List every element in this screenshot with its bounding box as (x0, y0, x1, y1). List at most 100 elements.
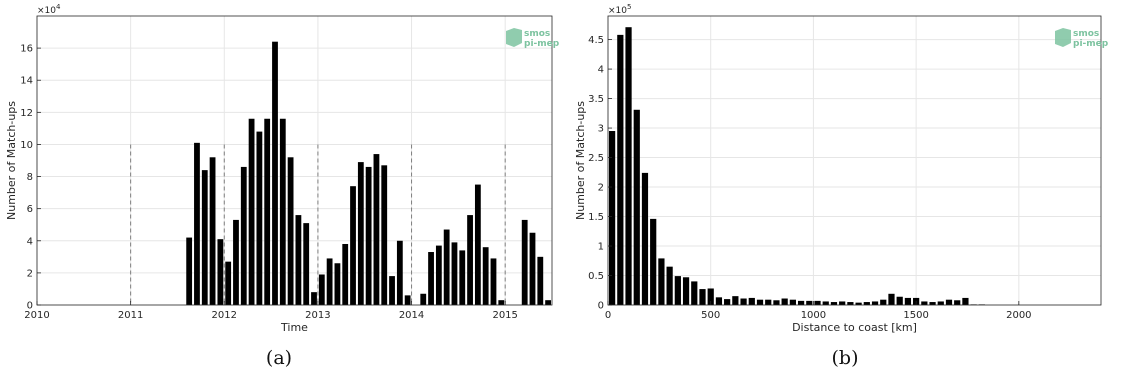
bar (863, 302, 870, 305)
y-tick-label: 1 (598, 242, 604, 253)
bar (765, 299, 772, 305)
bar (256, 131, 263, 305)
bar (806, 300, 813, 305)
bar (194, 142, 200, 305)
y-tick-label: 2 (598, 183, 604, 194)
bar (699, 289, 706, 305)
y-axis-label: Number of Match-ups (574, 101, 587, 220)
bar (707, 288, 714, 305)
bar (482, 247, 489, 305)
bar (682, 277, 690, 305)
bar (287, 157, 294, 305)
bar (201, 170, 208, 305)
bar (373, 154, 380, 305)
bar (962, 297, 969, 305)
bar (303, 223, 310, 305)
bar (888, 293, 895, 305)
bar (529, 232, 536, 305)
x-tick-label: 500 (701, 310, 720, 321)
logo-mark (506, 28, 522, 47)
bar (748, 297, 755, 305)
y-axis-multiplier: ×105 (608, 3, 631, 16)
bar (435, 245, 442, 305)
bar (334, 263, 341, 305)
bar (839, 301, 846, 305)
bar (715, 297, 723, 305)
y-tick-label: 2.5 (588, 153, 604, 164)
bar (945, 299, 953, 305)
y-axis-multiplier-exponent: 4 (56, 3, 61, 11)
y-axis-multiplier-base: ×10 (608, 6, 627, 16)
bar (217, 239, 224, 305)
axes-box (607, 15, 1102, 306)
chart-a-time-histogram: 2010 2011 2012 2013 2014 2015 0 2 4 6 8 10 12 14 16 ×10… (5, 3, 560, 369)
bar (904, 297, 912, 305)
bar (847, 302, 854, 305)
x-axis-label: Distance to coast [km] (792, 321, 917, 334)
y-tick-label: 14 (20, 76, 33, 87)
bar (830, 302, 838, 305)
bar (625, 27, 632, 306)
y-tick-label: 4 (598, 65, 604, 76)
bar (609, 131, 616, 305)
y-tick-label: 0 (27, 301, 33, 312)
bar (773, 300, 780, 305)
y-tick-label: 8 (27, 172, 33, 183)
y-tick-label: 3 (598, 124, 604, 135)
bar (342, 243, 349, 305)
x-tick-label: 1500 (903, 310, 928, 321)
y-tick-label: 0 (598, 301, 604, 312)
bar (871, 301, 879, 305)
bar (896, 296, 903, 305)
bar (326, 258, 333, 305)
x-tick-label: 2000 (1006, 310, 1031, 321)
chart-b-distance-histogram: 0 500 1000 1500 2000 0 0.5 1 1.5 2 2.5 3 3.5 4 4.5 ×105… (574, 3, 1109, 369)
bar (691, 281, 698, 305)
x-tick-label: 2012 (212, 310, 237, 321)
bar (279, 118, 286, 305)
bar (781, 298, 788, 305)
logo-line2: pi-mep (524, 39, 560, 49)
bar (921, 301, 928, 305)
bar (451, 242, 458, 305)
bar (658, 258, 665, 305)
bar (389, 276, 395, 305)
y-axis-multiplier-exponent: 5 (627, 3, 631, 11)
bar (537, 256, 544, 305)
bar (756, 299, 764, 305)
bar (740, 298, 747, 305)
bar (225, 261, 232, 305)
bar (929, 302, 936, 305)
figure-caption: (b) (832, 347, 859, 369)
bar (396, 240, 403, 305)
bar (474, 184, 481, 305)
logo-mark (1055, 28, 1071, 47)
bar (498, 300, 505, 305)
bar (880, 299, 887, 305)
x-tick-label: 2014 (399, 310, 424, 321)
bar (381, 165, 388, 305)
bar (855, 302, 862, 305)
bar (732, 296, 739, 305)
bar (295, 215, 302, 305)
bar (617, 34, 624, 305)
bar (666, 266, 673, 305)
bar (521, 219, 528, 305)
bar (937, 301, 944, 305)
x-tick-label: 1000 (801, 310, 826, 321)
bar (350, 186, 356, 305)
bar (233, 219, 239, 305)
figure-caption: (a) (266, 347, 292, 369)
y-tick-label: 2 (27, 268, 33, 279)
y-tick-label: 3.5 (588, 94, 604, 105)
x-tick-label: 2015 (492, 310, 517, 321)
bar (443, 229, 450, 305)
x-tick-label: 2013 (305, 310, 330, 321)
y-axis-multiplier: ×104 (37, 3, 61, 16)
bar (264, 118, 271, 305)
y-tick-label: 16 (20, 44, 33, 55)
x-tick-label: 2011 (118, 310, 143, 321)
